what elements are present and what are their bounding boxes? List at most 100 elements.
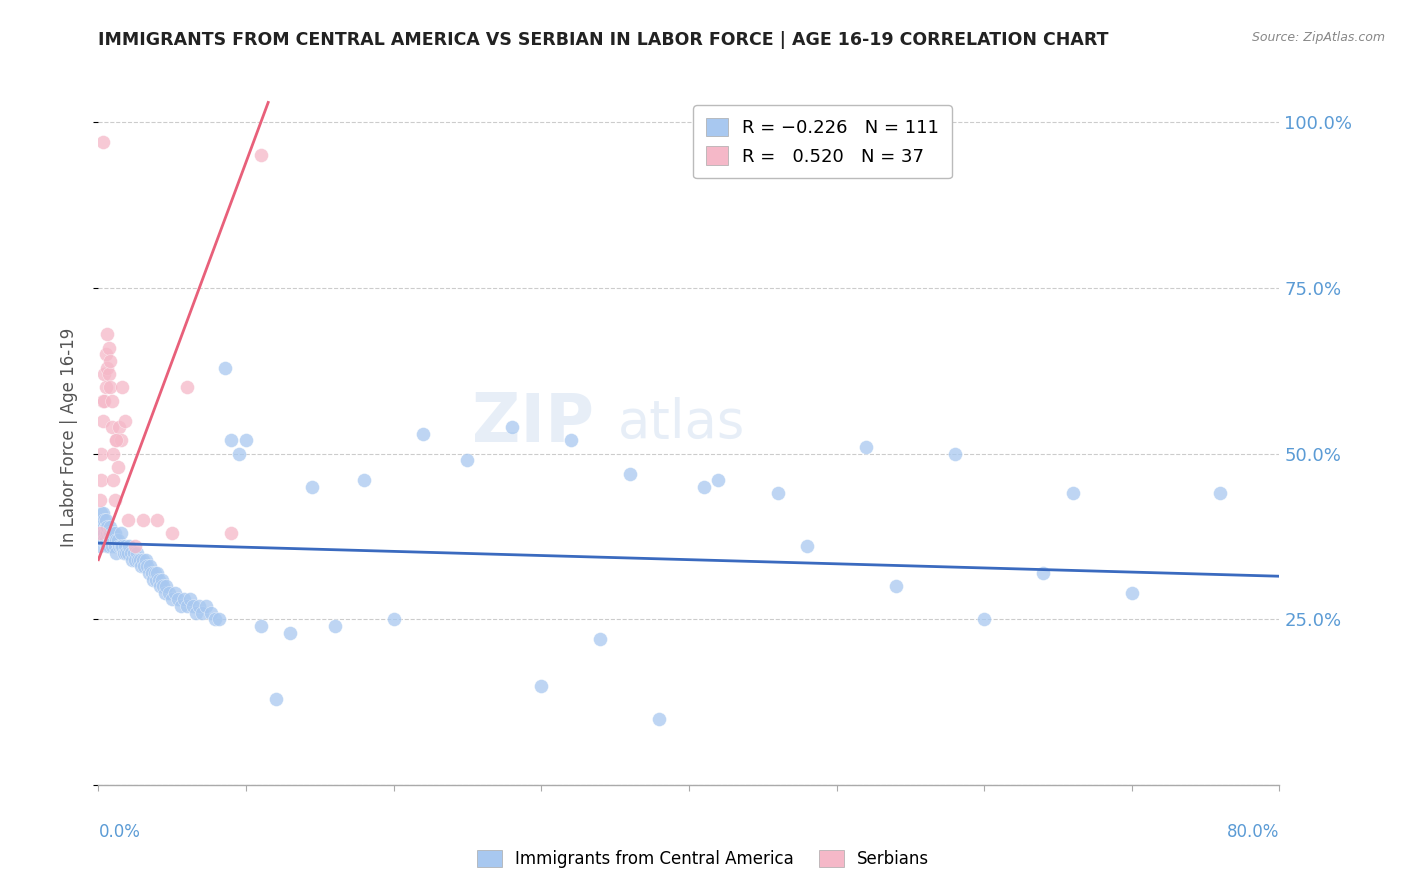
Point (179, 592, 201, 607)
Point (93, 533, 115, 547)
Point (214, 360, 236, 375)
Point (141, 566, 163, 580)
Point (90, 473, 112, 487)
Point (162, 526, 183, 541)
Point (128, 552, 150, 566)
Point (94, 519, 117, 533)
Point (1209, 486, 1232, 500)
Point (124, 540, 146, 554)
Point (105, 434, 128, 448)
Legend: R = −0.226   N = 111, R =   0.520   N = 37: R = −0.226 N = 111, R = 0.520 N = 37 (693, 105, 952, 178)
Point (1032, 566, 1054, 580)
Point (103, 447, 125, 461)
Point (100, 540, 122, 554)
Point (235, 434, 257, 448)
Point (108, 540, 131, 554)
Point (89, 493, 111, 508)
Point (114, 540, 136, 554)
Point (112, 546, 135, 560)
Point (173, 592, 195, 607)
Point (98, 533, 121, 547)
Point (93, 526, 115, 541)
Point (1062, 486, 1084, 500)
Point (619, 467, 641, 481)
Text: 80.0%: 80.0% (1227, 823, 1279, 841)
Point (94, 533, 117, 547)
Point (110, 540, 132, 554)
Legend: Immigrants from Central America, Serbians: Immigrants from Central America, Serbian… (470, 843, 936, 875)
Point (191, 606, 214, 620)
Point (111, 540, 134, 554)
Point (124, 552, 146, 566)
Point (353, 473, 375, 487)
Text: ZIP: ZIP (472, 390, 595, 456)
Point (96, 526, 118, 541)
Point (94, 513, 117, 527)
Point (97, 367, 120, 381)
Point (195, 599, 218, 613)
Point (150, 573, 173, 587)
Point (973, 612, 995, 626)
Point (91, 533, 114, 547)
Point (204, 612, 226, 626)
Point (90, 447, 112, 461)
Point (103, 533, 125, 547)
Point (170, 599, 193, 613)
Point (134, 559, 156, 574)
Point (382, 612, 405, 626)
Point (250, 619, 273, 633)
Point (157, 586, 180, 600)
Point (91, 393, 114, 408)
Point (127, 552, 149, 566)
Point (884, 579, 907, 593)
Point (560, 434, 582, 448)
Point (104, 493, 127, 508)
Point (89, 540, 111, 554)
Point (114, 413, 136, 427)
Point (98, 380, 121, 394)
Point (693, 480, 716, 494)
Point (943, 447, 966, 461)
Point (97, 540, 120, 554)
Point (176, 599, 198, 613)
Point (149, 579, 172, 593)
Point (221, 526, 243, 541)
Point (110, 434, 132, 448)
Point (208, 612, 231, 626)
Point (143, 566, 166, 580)
Point (89, 526, 111, 541)
Point (187, 599, 209, 613)
Point (96, 360, 118, 375)
Point (105, 434, 128, 448)
Point (766, 486, 789, 500)
Point (91, 413, 114, 427)
Point (117, 546, 139, 560)
Point (104, 526, 127, 541)
Point (98, 526, 121, 541)
Text: IMMIGRANTS FROM CENTRAL AMERICA VS SERBIAN IN LABOR FORCE | AGE 16-19 CORRELATIO: IMMIGRANTS FROM CENTRAL AMERICA VS SERBI… (98, 31, 1109, 49)
Point (107, 459, 129, 474)
Point (98, 354, 121, 368)
Point (135, 552, 157, 566)
Point (103, 473, 125, 487)
Point (98, 519, 121, 533)
Point (91, 506, 114, 520)
Point (96, 327, 118, 342)
Point (589, 632, 612, 647)
Point (176, 380, 198, 394)
Point (142, 573, 165, 587)
Point (132, 513, 155, 527)
Point (122, 546, 145, 560)
Point (228, 447, 250, 461)
Point (96, 519, 118, 533)
Point (1121, 586, 1143, 600)
Point (96, 540, 118, 554)
Point (100, 393, 122, 408)
Point (107, 533, 129, 547)
Point (111, 380, 134, 394)
Point (138, 566, 160, 580)
Point (200, 606, 222, 620)
Point (125, 546, 148, 560)
Point (146, 513, 169, 527)
Point (93, 393, 115, 408)
